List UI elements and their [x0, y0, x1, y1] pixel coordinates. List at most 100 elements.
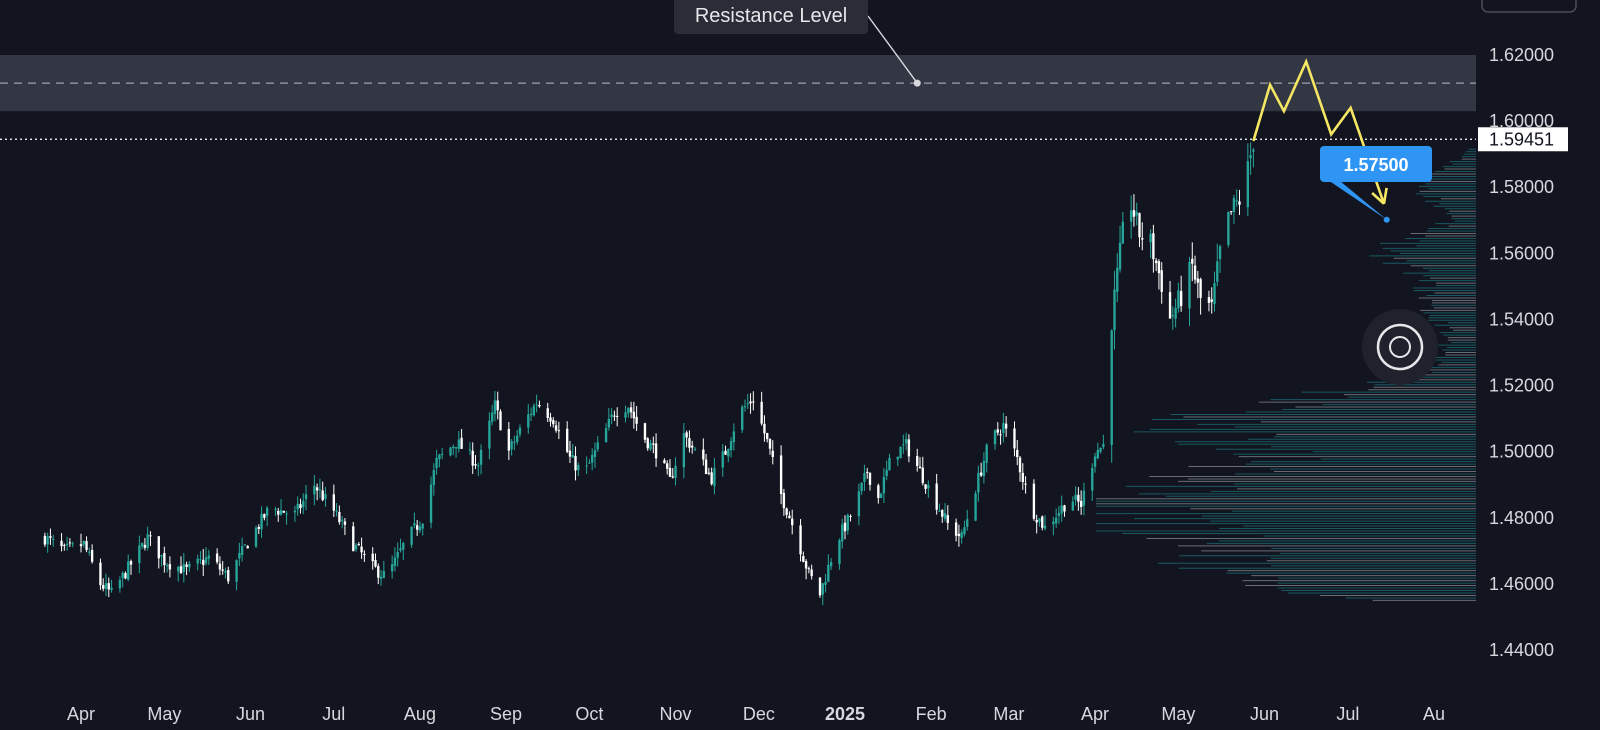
candle [1218, 244, 1222, 273]
candle-body [396, 552, 399, 558]
candle-body [1210, 299, 1213, 302]
time-tick-label: Mar [993, 704, 1024, 724]
candle-body [779, 455, 783, 494]
candle [379, 569, 383, 586]
candle [188, 561, 191, 572]
crosshair-target-button[interactable] [1362, 309, 1438, 385]
candle-body [221, 569, 224, 571]
candle [771, 440, 774, 465]
candle [340, 516, 344, 529]
candle [943, 503, 947, 522]
candle [1079, 490, 1083, 515]
candle-body [246, 546, 249, 549]
projection-arrow-stroke [1371, 192, 1385, 205]
candle [1149, 229, 1152, 259]
candle-body [1021, 472, 1024, 483]
candle-body [1213, 283, 1216, 305]
candle [435, 449, 438, 475]
candle-body [399, 548, 402, 551]
candle-body [999, 434, 1002, 436]
candle-body [985, 444, 988, 463]
candle-body [196, 558, 199, 564]
resistance-callout-box[interactable] [674, 0, 868, 34]
candle-body [363, 553, 366, 555]
candle [1196, 270, 1200, 299]
candle-body [732, 431, 736, 443]
candle-body [585, 465, 588, 467]
candle-body [527, 414, 530, 428]
candle-body [743, 406, 747, 408]
target-price-badge[interactable] [1320, 146, 1432, 182]
candle-body [704, 459, 708, 475]
candle [1077, 487, 1080, 511]
time-tick-label: May [147, 704, 181, 724]
candle-body [129, 561, 133, 565]
candle-body [402, 543, 405, 550]
candle-body [429, 484, 433, 523]
toolbar-button[interactable] [1481, 0, 1577, 13]
candle-body [693, 448, 697, 450]
candle-body [390, 564, 394, 572]
candle-body [1249, 155, 1252, 159]
candle-body [379, 576, 383, 579]
candle [199, 551, 202, 565]
candle [1238, 189, 1241, 215]
candle [1013, 421, 1016, 457]
candle [335, 503, 338, 517]
candle-body [646, 438, 649, 449]
time-tick-label: Jun [236, 704, 265, 724]
candle [849, 514, 852, 522]
candle-body [260, 513, 263, 530]
candle [496, 391, 499, 420]
candle-body [946, 515, 949, 523]
candle-body [535, 404, 538, 406]
resistance-zone-band[interactable] [0, 55, 1476, 112]
price-tick-label: 1.50000 [1489, 442, 1554, 462]
candle [1174, 298, 1177, 328]
candle [471, 442, 474, 474]
candle [693, 446, 697, 452]
resistance-callout[interactable]: Resistance Level [674, 0, 921, 87]
candle [999, 429, 1002, 445]
last-price-badge-box [1478, 127, 1568, 152]
candle-body [827, 564, 830, 582]
candle [916, 448, 919, 472]
candle [868, 472, 872, 491]
candle-body [554, 425, 558, 431]
candle [354, 542, 358, 552]
candle-body [146, 534, 149, 548]
candle-body [882, 477, 886, 494]
candle [1207, 290, 1211, 312]
candle-body [243, 544, 247, 546]
time-axis[interactable]: Apr May Jun Jul Aug Sep Oct Nov Dec 2025 Feb Mar Apr… [67, 704, 1445, 724]
candle [177, 565, 180, 582]
target-callout[interactable]: 1.57500 [1320, 146, 1432, 223]
candle-body [666, 463, 669, 469]
candle-body [916, 455, 919, 467]
candle [882, 468, 886, 503]
price-axis[interactable]: 1.62000 1.60000 1.58000 1.56000 1.54000 1.520… [1476, 0, 1600, 730]
candle [635, 405, 638, 431]
candle-body [943, 513, 947, 519]
candle-body [1113, 289, 1116, 331]
candle-body [899, 446, 902, 459]
time-tick-label: Jul [322, 704, 345, 724]
candle-body [88, 551, 91, 553]
candle-body [102, 585, 105, 589]
candle [1129, 195, 1133, 239]
candle [807, 566, 811, 574]
candle-body [1018, 457, 1022, 473]
candle [879, 492, 883, 499]
candle [691, 440, 694, 454]
candle-body [818, 577, 822, 596]
candle-body [438, 454, 441, 460]
resistance-zone[interactable] [0, 55, 1476, 112]
candle-body [1093, 456, 1097, 467]
candle-body [782, 492, 786, 509]
candle [140, 542, 144, 550]
candle-body [671, 476, 674, 478]
candle [749, 393, 752, 414]
projection-path[interactable] [1252, 58, 1386, 205]
candle [129, 559, 133, 575]
